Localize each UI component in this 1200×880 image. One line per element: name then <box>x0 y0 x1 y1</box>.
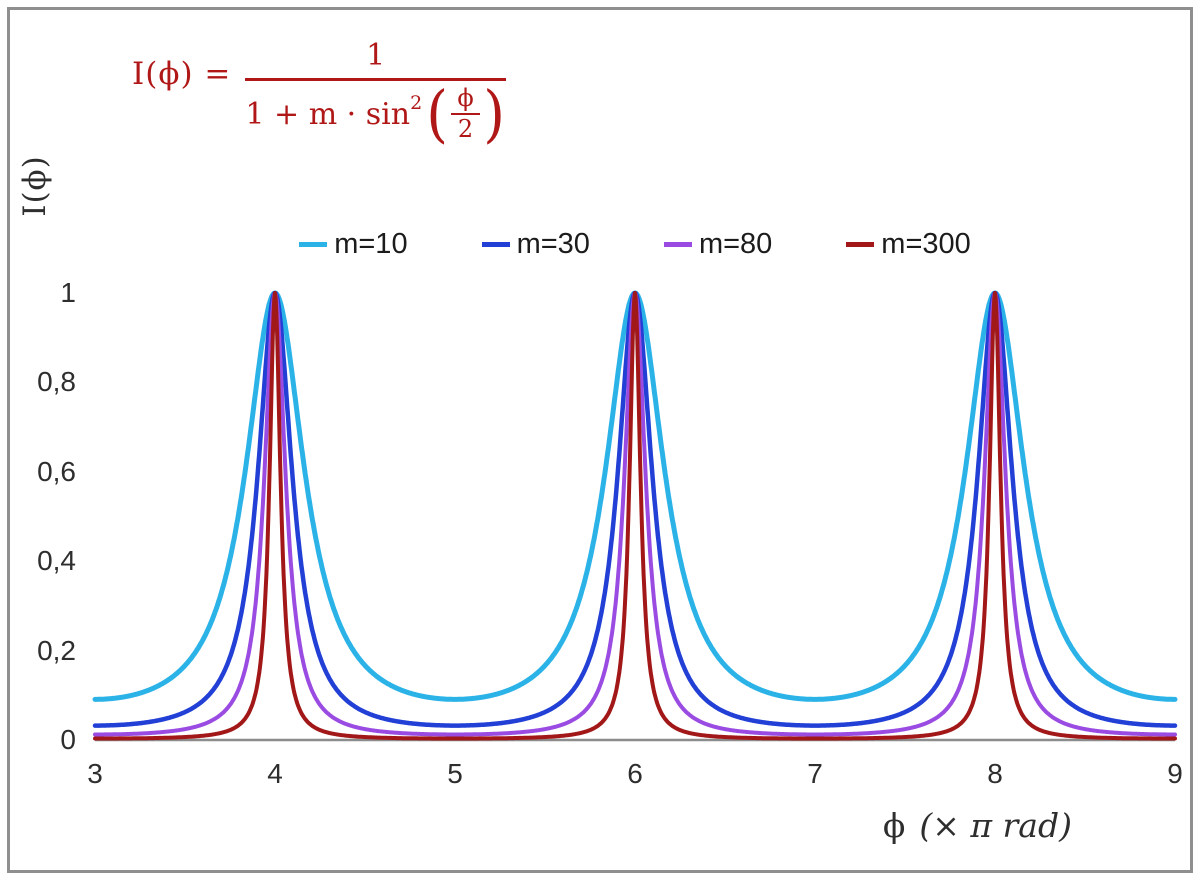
x-tick-label-8: 8 <box>987 758 1003 789</box>
y-axis-title: I(ϕ) <box>17 155 53 217</box>
formula-fraction: 1 1 + m · sin 2 ( ϕ 2 ) <box>245 38 506 151</box>
formula-numerator: 1 <box>245 38 506 81</box>
x-tick-label-6: 6 <box>627 758 643 789</box>
y-tick-label-0,8: 0,8 <box>37 366 76 398</box>
formula-denominator: 1 + m · sin 2 ( ϕ 2 ) <box>245 77 506 151</box>
legend-item-m80: m=80 <box>663 227 773 261</box>
x-tick-label-7: 7 <box>807 758 823 789</box>
legend-swatch-icon <box>299 241 328 247</box>
formula-superscript: 2 <box>410 92 423 115</box>
legend-label: m=80 <box>698 227 773 260</box>
legend-swatch-icon <box>481 241 510 247</box>
x-tick-label-5: 5 <box>447 758 463 789</box>
legend-item-m10: m=10 <box>299 227 408 261</box>
legend-swatch-icon <box>663 241 692 247</box>
curve-m30 <box>92 290 1178 728</box>
y-tick-label-0,6: 0,6 <box>37 455 76 487</box>
formula-lhs: I(ϕ) = <box>132 56 232 93</box>
legend-swatch-icon <box>846 241 875 247</box>
curve-m300 <box>93 291 1177 741</box>
x-axis-title-phi: ϕ <box>882 806 906 845</box>
formula-denominator-text: 1 + m · sin <box>245 96 411 132</box>
formula-annotation: I(ϕ) = 1 1 + m · sin 2 ( ϕ 2 ) <box>132 38 506 151</box>
legend-item-m30: m=30 <box>481 227 590 261</box>
x-axis-title: ϕ (× π rad) <box>883 806 1072 845</box>
formula-inner-fraction: ϕ 2 <box>451 85 480 144</box>
y-tick-label-0,4: 0,4 <box>37 545 76 577</box>
y-tick-label-0: 0 <box>60 724 76 755</box>
formula-open-paren: ( <box>426 77 449 151</box>
curve-m80 <box>93 291 1177 737</box>
formula-inner-numerator: ϕ <box>451 85 480 116</box>
x-tick-label-3: 3 <box>87 758 103 789</box>
formula-close-paren: ) <box>482 77 505 151</box>
x-axis-title-units: (× π rad) <box>919 806 1072 845</box>
legend-label: m=10 <box>334 227 408 260</box>
y-tick-label-1: 1 <box>60 277 76 308</box>
legend-item-m300: m=300 <box>846 227 971 261</box>
y-tick-label-0,2: 0,2 <box>37 634 76 666</box>
legend: m=10 m=30 m=80 m=300 <box>95 224 1175 264</box>
legend-label: m=300 <box>881 227 971 260</box>
legend-label: m=30 <box>516 227 590 260</box>
x-tick-label-9: 9 <box>1167 758 1183 789</box>
formula-inner-denominator: 2 <box>457 115 474 144</box>
x-tick-label-4: 4 <box>267 758 283 789</box>
